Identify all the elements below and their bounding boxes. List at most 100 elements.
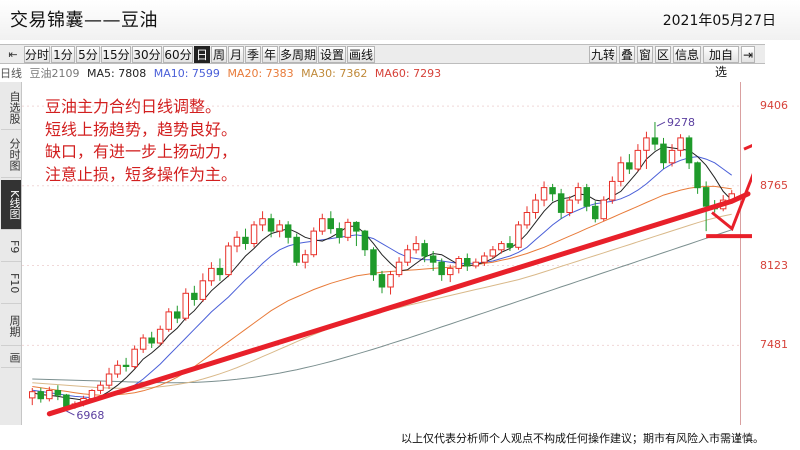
chart-toolbar: ⇤ 分时 1分 5分 15分 30分 60分日周月季年多周期 设置 画线 九转叠窗区信息 加自选…	[0, 44, 765, 79]
candle-body-54	[489, 249, 497, 257]
tool-button-1[interactable]: 叠	[619, 46, 635, 63]
candle-body-67	[600, 199, 607, 220]
candle-body-26	[250, 224, 258, 244]
ma5-label: MA5: 7808	[87, 67, 147, 80]
period-button-10[interactable]: 年	[262, 46, 278, 63]
candle-body-41	[378, 274, 386, 288]
candle-body-0	[29, 391, 36, 399]
period-button-4[interactable]: 30分	[132, 46, 162, 63]
candle-body-48	[438, 261, 445, 276]
period-button-11[interactable]: 多周期	[279, 46, 317, 63]
candle-body-73	[651, 137, 659, 145]
period-button-8[interactable]: 月	[228, 46, 244, 63]
collapse-left-icon[interactable]: ⇤	[8, 48, 18, 61]
candle-body-10	[114, 364, 121, 375]
candle-body-47	[429, 255, 437, 263]
candle-body-3	[54, 390, 62, 396]
period-button-7[interactable]: 周	[211, 46, 227, 63]
side-button-0[interactable]: 自选股	[1, 86, 21, 130]
tool-button-4[interactable]: 信息	[673, 46, 701, 63]
candle-body-37	[344, 221, 352, 238]
period-button-9[interactable]: 季	[245, 46, 261, 63]
low-price-label: 6968	[76, 409, 104, 422]
candle-body-22	[216, 267, 224, 276]
candle-body-38	[353, 221, 360, 232]
candlestick-chart: 9278 6968	[22, 82, 752, 425]
candle-body-16	[165, 311, 172, 330]
candle-body-2	[46, 390, 53, 400]
candle-body-36	[336, 228, 343, 238]
y-tick-label: 9406	[760, 99, 788, 113]
candle-body-32	[302, 254, 309, 263]
candle-body-79	[702, 187, 710, 207]
candle-body-35	[327, 218, 334, 230]
candle-body-61	[549, 187, 556, 195]
candle-body-25	[242, 236, 249, 245]
ma30-label: MA30: 7362	[301, 67, 368, 80]
side-button-6[interactable]: 画	[1, 348, 21, 368]
candle-body-77	[685, 137, 693, 164]
candle-body-51	[464, 258, 471, 267]
candle-body-4	[63, 394, 70, 407]
page-title: 交易锦囊——豆油	[10, 10, 158, 31]
ma10-label: MA10: 7599	[153, 67, 220, 80]
period-button-1[interactable]: 1分	[51, 46, 75, 63]
candle-body-59	[532, 199, 539, 213]
left-sidebar: 自选股 分时图 K线图 F9 F10 周期画	[0, 82, 22, 425]
tool-button-0[interactable]: 九转	[589, 46, 617, 63]
chart-type-label: 日线	[0, 67, 22, 80]
ma60-label: MA60: 7293	[374, 67, 442, 80]
candle-body-62	[557, 193, 565, 213]
side-button-4[interactable]: F10	[1, 264, 21, 304]
period-button-6[interactable]: 日	[194, 46, 210, 63]
annotation-line-1: 豆油主力合约日线调整。	[45, 97, 222, 116]
period-button-2[interactable]: 5分	[76, 46, 100, 63]
price-axis: 9406 8765 8123 7481	[752, 82, 800, 425]
candle-body-68	[609, 180, 616, 201]
annotation-line-3: 缺口，有进一步上扬动力，	[45, 142, 238, 161]
candle-body-8	[97, 384, 104, 391]
high-pointer	[656, 121, 666, 127]
period-button-13[interactable]: 画线	[347, 46, 375, 63]
candle-body-20	[199, 280, 207, 300]
candle-body-15	[156, 328, 164, 344]
candle-body-9	[105, 373, 113, 386]
tool-button-2[interactable]: 窗	[637, 46, 653, 63]
tool-button-3[interactable]: 区	[655, 46, 671, 63]
candle-body-60	[540, 187, 548, 201]
side-button-5[interactable]: 周期	[1, 306, 21, 346]
candle-body-43	[395, 261, 403, 276]
candle-body-11	[122, 364, 130, 367]
candle-body-53	[481, 255, 488, 263]
annotation-line-2: 短线上扬趋势，趋势良好。	[45, 119, 238, 139]
period-button-3[interactable]: 15分	[101, 46, 131, 63]
candle-body-18	[182, 292, 189, 319]
projection-arrowhead	[743, 144, 752, 151]
candle-body-65	[583, 187, 590, 207]
ma20-label: MA20: 7383	[227, 67, 294, 80]
tool-button-5[interactable]: 加自选	[703, 46, 739, 79]
candle-body-31	[293, 236, 300, 263]
candle-body-1	[37, 391, 44, 400]
candle-body-28	[267, 218, 275, 232]
side-button-2[interactable]: K线图	[1, 180, 21, 230]
annotation-line-4: 注意止损，短多操作为主。	[45, 164, 238, 184]
candle-body-21	[208, 267, 215, 282]
candle-body-45	[412, 243, 420, 251]
candle-body-29	[276, 224, 283, 232]
tool-button-6[interactable]: ⇥	[741, 46, 755, 63]
period-button-5[interactable]: 60分	[163, 46, 193, 63]
candle-body-55	[498, 243, 505, 251]
side-button-1[interactable]: 分时图	[1, 132, 21, 178]
analysis-annotation: 豆油主力合约日线调整。 短线上扬趋势，趋势良好。 缺口，有进一步上扬动力， 注意…	[45, 96, 237, 186]
candle-body-63	[566, 199, 573, 213]
period-button-12[interactable]: 设置	[318, 46, 346, 63]
candle-body-17	[174, 311, 181, 319]
side-button-3[interactable]: F9	[1, 232, 21, 262]
uptrend-line	[46, 191, 751, 417]
candle-body-75	[668, 149, 676, 164]
candle-body-57	[515, 224, 522, 248]
risk-disclaimer: 以上仅代表分析师个人观点不构成任何操作建议；期市有风险入市需谨慎。	[401, 432, 764, 445]
period-button-0[interactable]: 分时	[24, 46, 50, 63]
page-footer: 以上仅代表分析师个人观点不构成任何操作建议；期市有风险入市需谨慎。	[0, 427, 800, 450]
